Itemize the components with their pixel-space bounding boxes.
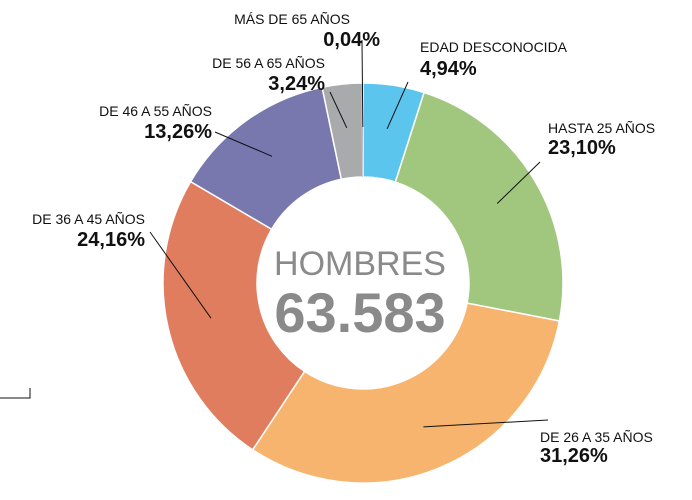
donut — [162, 82, 564, 484]
wedge — [251, 302, 561, 484]
leader-line — [423, 419, 549, 428]
category-label: DE 56 A 65 AÑOS — [212, 55, 325, 71]
value-label: 23,10% — [548, 137, 616, 159]
value-label: 31,26% — [540, 445, 608, 467]
wedge — [162, 180, 306, 451]
category-label: EDAD DESCONOCIDA — [420, 39, 568, 55]
value-label: 3,24% — [268, 73, 325, 95]
leader-line — [149, 231, 212, 319]
decoration — [0, 388, 31, 399]
leader-line — [361, 39, 364, 128]
leader-line — [329, 91, 348, 129]
leader-line — [214, 131, 273, 157]
category-label: MÁS DE 65 AÑOS — [234, 11, 350, 27]
value-label: 4,94% — [420, 58, 477, 80]
category-label: DE 36 A 45 AÑOS — [32, 211, 145, 227]
category-label: HASTA 25 AÑOS — [548, 120, 655, 136]
leader-line — [496, 161, 541, 204]
category-label: DE 46 A 55 AÑOS — [99, 103, 212, 119]
value-label: 24,16% — [77, 229, 145, 251]
value-label: 13,26% — [144, 121, 212, 143]
center-title: HOMBRES — [274, 245, 446, 283]
value-label: 0,04% — [323, 29, 380, 51]
leader-line — [386, 81, 409, 130]
center-value: 63.583 — [274, 281, 445, 344]
category-label: DE 26 A 35 AÑOS — [540, 429, 653, 445]
wedge — [394, 91, 564, 322]
